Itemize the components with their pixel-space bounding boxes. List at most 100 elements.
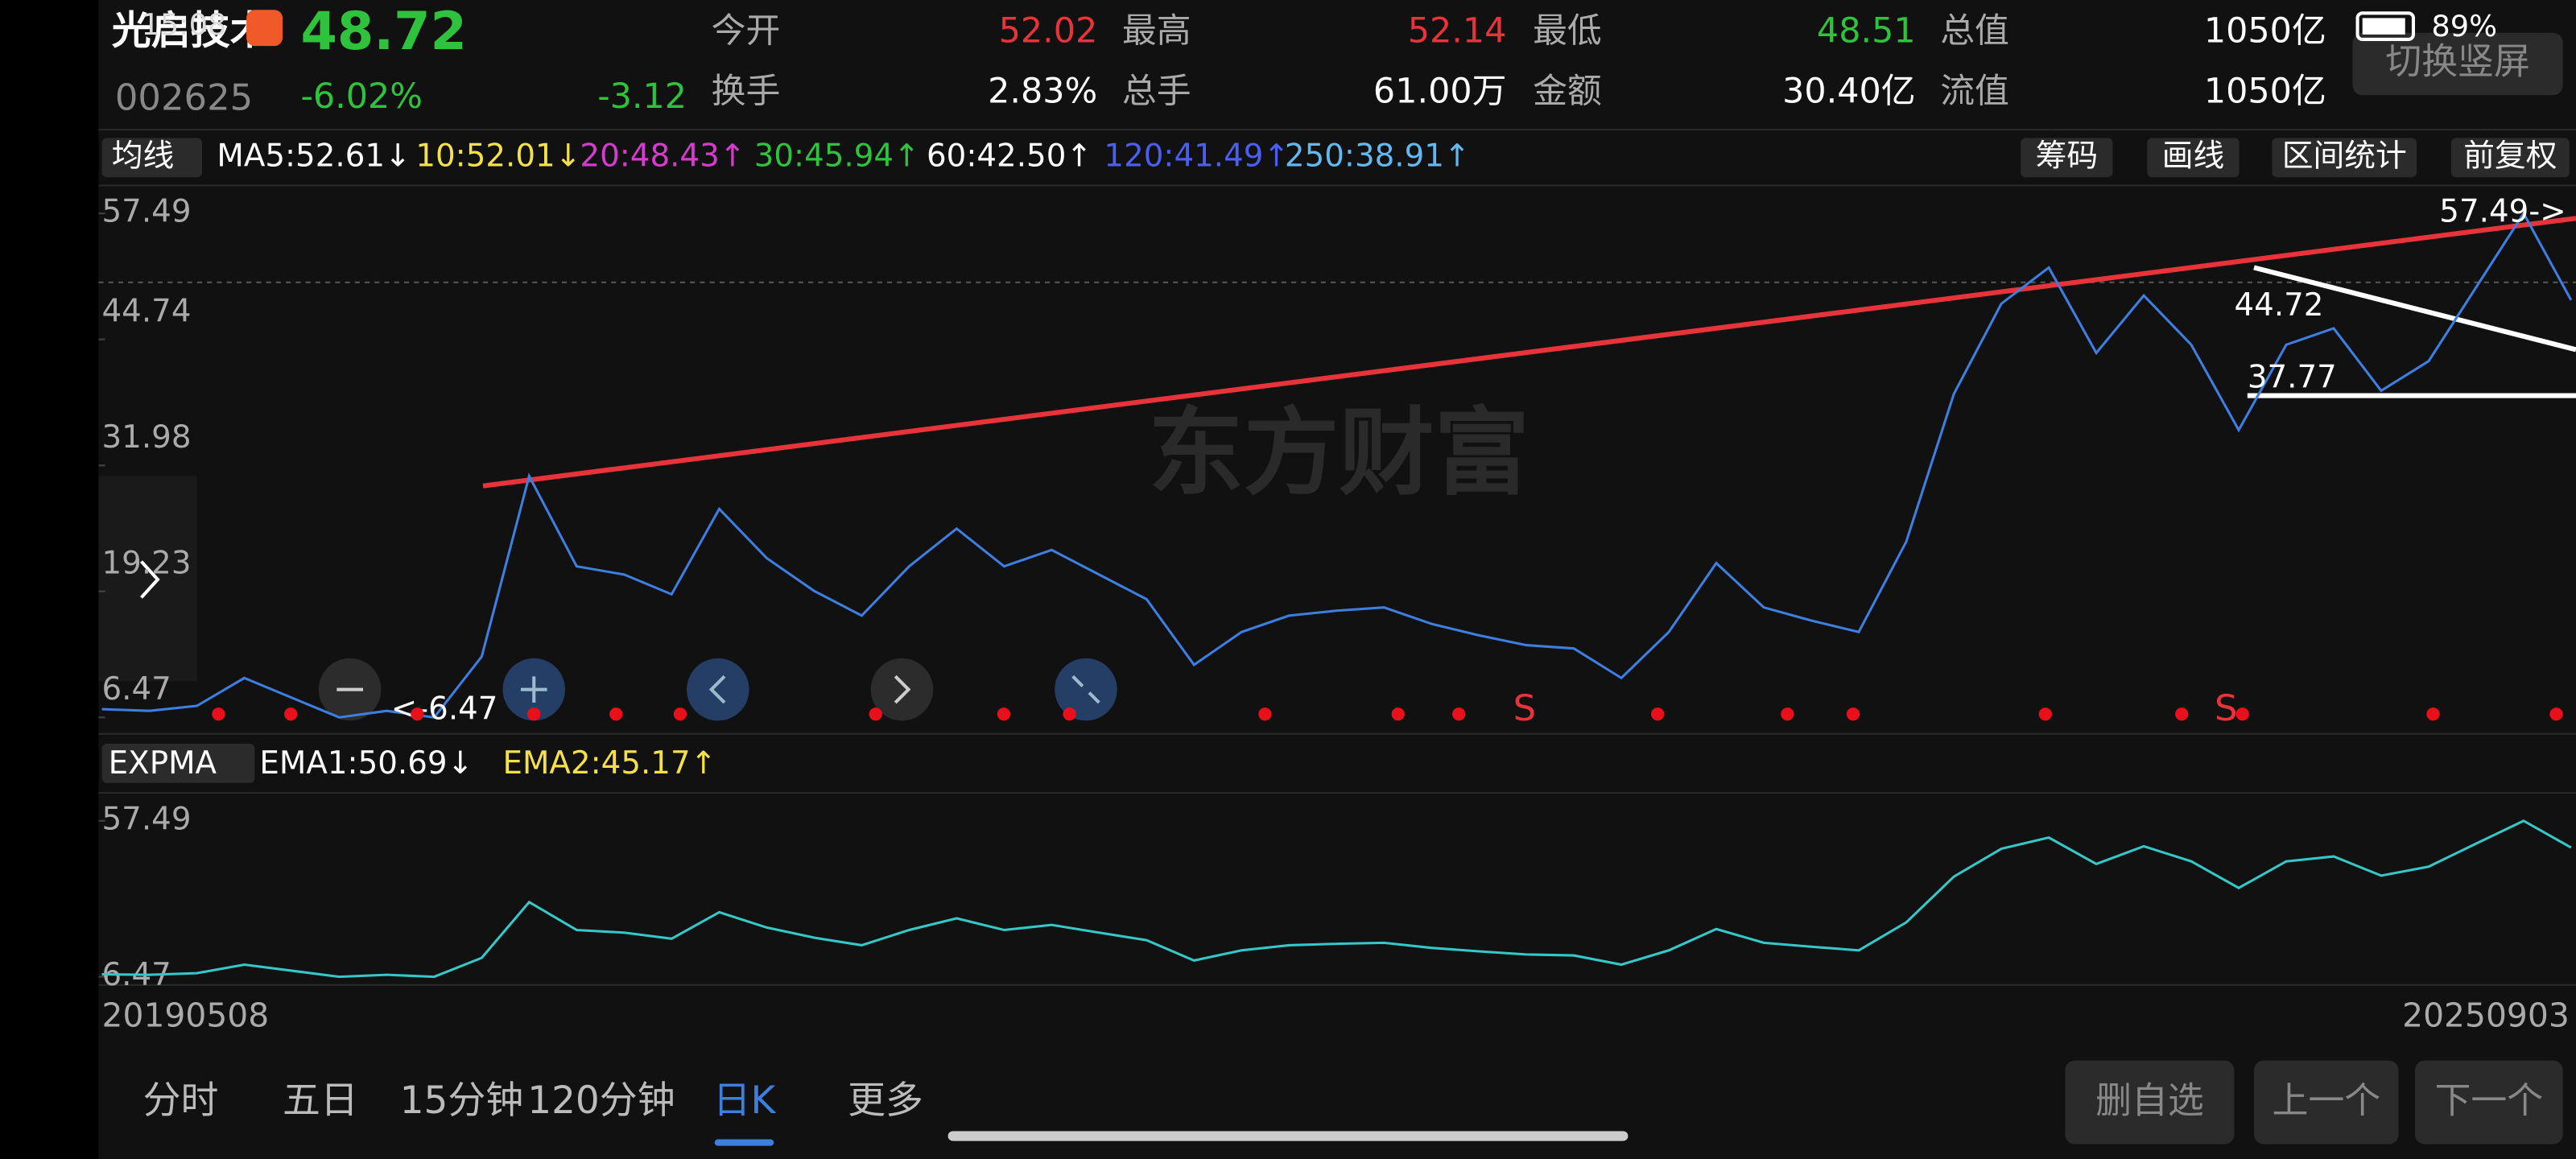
stat-value: 48.51 <box>1817 10 1916 51</box>
chart-controls <box>318 658 1117 721</box>
stat-value: 61.00万 <box>1373 72 1506 112</box>
stat-value: 1050亿 <box>2204 10 2326 51</box>
orientation-button-label[interactable]: 切换竖屏 <box>2385 40 2530 83</box>
y-tick-label: 57.49 <box>102 194 192 230</box>
signal-dot <box>1651 707 1665 721</box>
battery-icon <box>2355 11 2415 41</box>
signal-dot <box>1781 707 1794 721</box>
tool-button-label[interactable]: 前复权 <box>2463 138 2557 174</box>
ma-indicator: 120:41.49↑ <box>1104 138 1289 174</box>
watermark: 东方财富 <box>1149 397 1530 508</box>
trend-line <box>482 216 2576 489</box>
tool-button[interactable] <box>2272 138 2417 178</box>
battery-text: 89% <box>2431 9 2497 43</box>
period-tab[interactable]: 五日 <box>283 1079 358 1123</box>
stat-label: 总值 <box>1940 10 2009 51</box>
change: -3.12 <box>597 76 687 117</box>
stat-value: 52.02 <box>999 10 1098 51</box>
tool-button-label[interactable]: 画线 <box>2162 138 2225 174</box>
ma-indicator: 20:48.43↑ <box>580 138 745 174</box>
signal-dot <box>284 707 298 721</box>
nav-button[interactable] <box>2065 1060 2235 1145</box>
nav-button[interactable] <box>2415 1060 2563 1145</box>
y-tick-label: 57.49 <box>102 801 192 837</box>
tool-button-label[interactable]: 区间统计 <box>2282 138 2407 174</box>
ma-indicator: MA5:52.61↓ <box>217 138 411 174</box>
scroll-right-icon[interactable] <box>894 674 911 704</box>
stat-label: 流值 <box>1940 72 2009 112</box>
scroll-left-button[interactable] <box>687 658 749 721</box>
signal-dot <box>212 707 225 721</box>
period-tab[interactable]: 15分钟 <box>400 1079 524 1123</box>
tool-button[interactable] <box>2147 138 2240 178</box>
ma-indicator: 10:52.01↓ <box>415 138 581 174</box>
app-badge <box>246 10 283 47</box>
orientation-button[interactable] <box>2352 32 2563 96</box>
stat-label: 金额 <box>1533 72 1602 112</box>
signal-dot <box>527 707 541 721</box>
sub-indicator-selector-label[interactable]: EXPMA <box>109 745 217 782</box>
date-label: 20190508 <box>102 996 270 1035</box>
side-panel-toggle[interactable] <box>98 476 197 682</box>
signal-dot <box>2235 707 2249 721</box>
expand-arrow[interactable] <box>140 560 160 599</box>
signal-dot <box>1846 707 1860 721</box>
stock-name: 光启技术 <box>112 7 270 53</box>
sub-indicator-selector[interactable] <box>101 743 255 783</box>
signal-dot <box>2549 707 2563 721</box>
nav-button-label[interactable]: 上一个 <box>2272 1079 2380 1122</box>
signal-dot <box>1258 707 1272 721</box>
y-tick-label: 44.74 <box>102 294 192 330</box>
stat-value: 2.83% <box>988 72 1097 112</box>
reset-button[interactable] <box>1055 658 1117 721</box>
signal-label: S <box>2215 687 2238 729</box>
period-tab[interactable]: 更多 <box>848 1079 923 1123</box>
ma-indicator: 250:38.91↑ <box>1285 138 1470 174</box>
scroll-left-icon[interactable] <box>708 674 726 704</box>
price: 48.72 <box>300 1 467 62</box>
signal-dot <box>2426 707 2440 721</box>
stat-label: 最低 <box>1533 10 1602 51</box>
indicator-selector[interactable] <box>101 138 203 178</box>
stat-label: 今开 <box>712 10 781 51</box>
tool-button[interactable] <box>2450 138 2570 178</box>
signal-dot <box>2175 707 2189 721</box>
signal-dot <box>2038 707 2052 721</box>
y-tick-label: 19.23 <box>102 546 192 582</box>
signal-dot <box>609 707 623 721</box>
price-annotation: <-6.47 <box>391 691 498 728</box>
period-tab[interactable]: 分时 <box>143 1079 219 1123</box>
nav-button[interactable] <box>2254 1060 2399 1145</box>
price-annotation: 37.77 <box>2248 360 2337 396</box>
date-label: 20250903 <box>2402 996 2570 1035</box>
change-percent: -6.02% <box>300 76 423 117</box>
trend-line <box>2253 265 2576 353</box>
ma-indicator: 30:45.94↑ <box>754 138 920 174</box>
stat-value: 1050亿 <box>2204 72 2326 112</box>
stat-value: 52.14 <box>1408 10 1507 51</box>
scroll-right-button[interactable] <box>870 658 934 721</box>
tool-button-label[interactable]: 筹码 <box>2036 138 2099 174</box>
period-tab[interactable]: 日K <box>713 1079 777 1123</box>
zoom-in-icon[interactable] <box>520 676 547 703</box>
signal-dot <box>673 707 687 721</box>
stat-label: 总手 <box>1122 72 1191 112</box>
stock-code: 002625 <box>115 76 253 118</box>
status-time: 15:08 <box>142 7 227 42</box>
indicator-selector-label[interactable]: 均线 <box>112 138 175 174</box>
signal-label: S <box>1513 687 1537 729</box>
battery-level <box>2362 18 2405 35</box>
period-tab[interactable]: 120分钟 <box>527 1079 675 1123</box>
signal-dot <box>869 707 882 721</box>
ma-indicator: 60:42.50↑ <box>927 138 1092 174</box>
scrollbar <box>947 1131 1629 1141</box>
nav-button-label[interactable]: 删自选 <box>2095 1079 2204 1122</box>
tool-button[interactable] <box>2021 138 2113 178</box>
signal-dot <box>1452 707 1466 721</box>
reset-icon[interactable] <box>1071 674 1100 704</box>
signal-dot <box>1391 707 1405 721</box>
nav-button-label[interactable]: 下一个 <box>2435 1079 2544 1122</box>
stat-label: 换手 <box>712 72 781 112</box>
signal-dot <box>1063 707 1076 721</box>
